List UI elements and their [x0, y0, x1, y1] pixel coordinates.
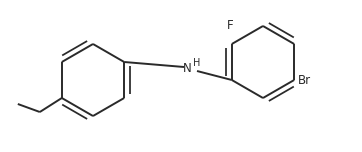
Text: Br: Br — [298, 74, 311, 86]
Text: N: N — [183, 62, 192, 74]
Text: F: F — [227, 19, 233, 32]
Text: H: H — [193, 58, 201, 68]
